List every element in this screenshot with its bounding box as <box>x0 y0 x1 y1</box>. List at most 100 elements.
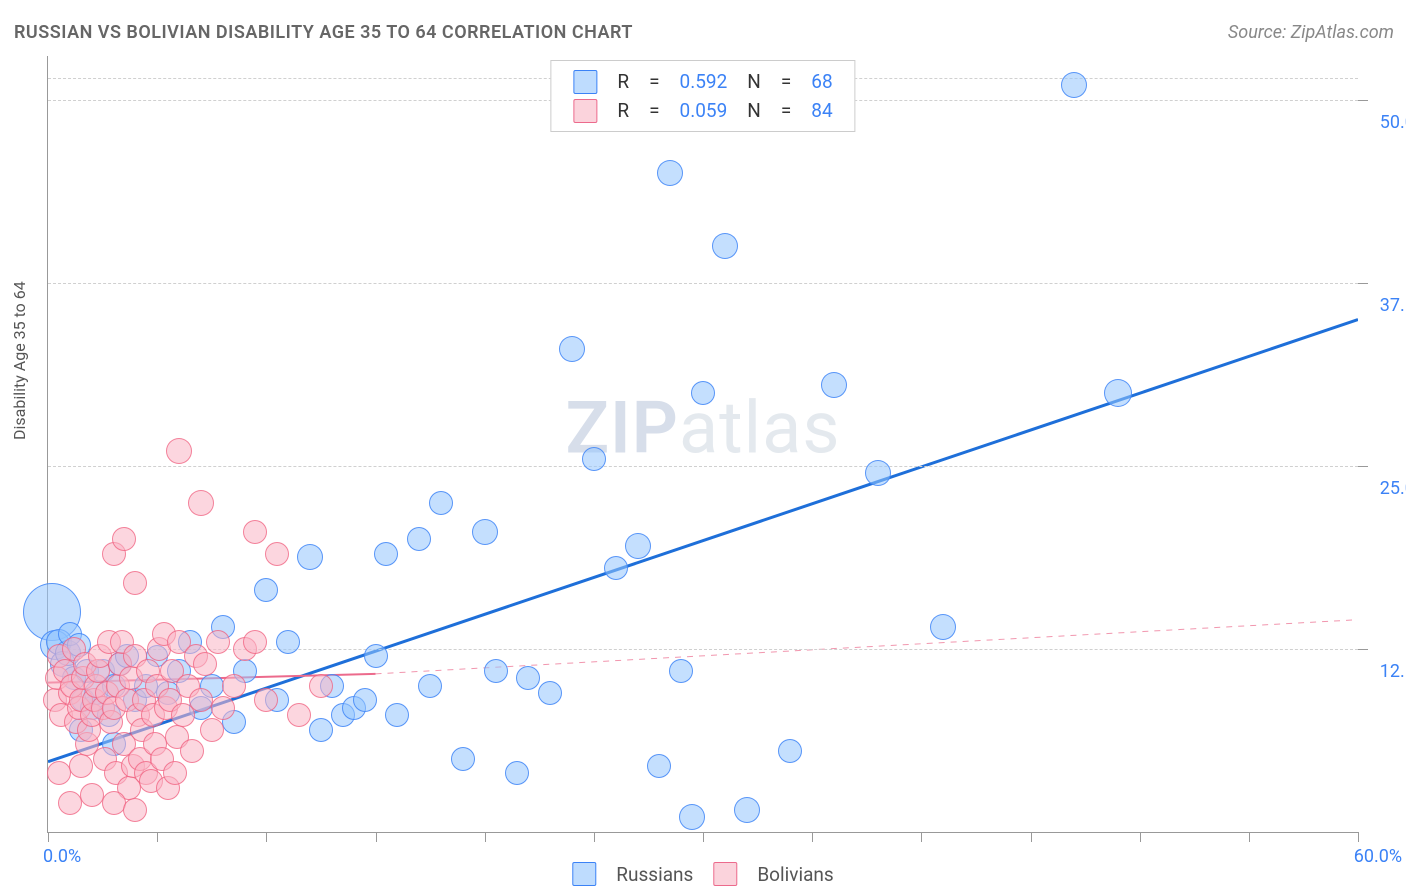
legend-eq: = <box>771 67 801 96</box>
data-point <box>657 160 683 186</box>
data-point <box>374 542 398 566</box>
data-point <box>1061 72 1087 98</box>
data-point <box>123 571 147 595</box>
data-point <box>123 798 147 822</box>
legend-swatch <box>573 99 597 123</box>
data-point <box>778 739 802 763</box>
data-point <box>163 761 187 785</box>
x-tick <box>921 832 922 842</box>
data-point <box>865 460 891 486</box>
data-point <box>58 791 82 815</box>
data-point <box>559 336 585 362</box>
data-point <box>451 747 475 771</box>
x-tick <box>1358 832 1359 842</box>
series-legend: Russians Bolivians <box>562 861 843 886</box>
data-point <box>538 681 562 705</box>
data-point <box>385 703 409 727</box>
x-axis-max-label: 60.0% <box>1354 846 1402 867</box>
data-point <box>734 797 760 823</box>
x-tick <box>812 832 813 842</box>
data-point <box>297 544 323 570</box>
data-point <box>309 718 333 742</box>
data-point <box>265 542 289 566</box>
data-point <box>309 674 333 698</box>
legend-swatch <box>573 70 597 94</box>
y-tick-label: 50.0% <box>1380 112 1406 133</box>
x-axis-min-label: 0.0% <box>43 846 81 867</box>
legend-eq: = <box>639 67 669 96</box>
data-point <box>112 527 136 551</box>
legend-n-value: 84 <box>801 96 842 125</box>
data-point <box>647 754 671 778</box>
legend-r-label: R <box>607 67 639 96</box>
data-point <box>505 761 529 785</box>
data-point <box>353 688 377 712</box>
data-point <box>180 739 204 763</box>
legend-series-label: Bolivians <box>757 863 833 886</box>
x-tick <box>703 832 704 842</box>
legend-r-value: 0.059 <box>670 96 738 125</box>
data-point <box>287 703 311 727</box>
data-point <box>243 520 267 544</box>
data-point <box>222 674 246 698</box>
data-point <box>821 372 847 398</box>
legend-swatch <box>572 862 596 886</box>
data-point <box>582 447 606 471</box>
x-tick <box>157 832 158 842</box>
x-tick <box>48 832 49 842</box>
data-point <box>254 688 278 712</box>
x-tick <box>594 832 595 842</box>
data-point <box>418 674 442 698</box>
y-tick-label: 12.5% <box>1380 661 1406 682</box>
x-tick <box>266 832 267 842</box>
data-point <box>407 527 431 551</box>
legend-eq: = <box>639 96 669 125</box>
data-point <box>47 761 71 785</box>
data-point <box>691 381 715 405</box>
data-point <box>429 491 453 515</box>
data-point <box>930 614 956 640</box>
gridline <box>48 466 1358 467</box>
legend-r-label: R <box>607 96 639 125</box>
x-tick <box>1140 832 1141 842</box>
legend-n-label: N <box>737 96 771 125</box>
legend-row: R=0.592N=68 <box>563 67 842 96</box>
scatter-chart: ZIPatlas 12.5%25.0%37.5%50.0% <box>47 56 1358 833</box>
data-point <box>211 696 235 720</box>
data-point <box>679 804 705 830</box>
x-tick <box>376 832 377 842</box>
data-point <box>712 233 738 259</box>
legend-n-label: N <box>737 67 771 96</box>
legend-eq: = <box>771 96 801 125</box>
chart-title: RUSSIAN VS BOLIVIAN DISABILITY AGE 35 TO… <box>14 22 633 43</box>
legend-n-value: 68 <box>801 67 842 96</box>
data-point <box>604 556 628 580</box>
data-point <box>166 438 192 464</box>
y-axis-label: Disability Age 35 to 64 <box>10 281 29 440</box>
data-point <box>80 783 104 807</box>
data-point <box>364 644 388 668</box>
y-tick-label: 25.0% <box>1380 478 1406 499</box>
legend-r-value: 0.592 <box>670 67 738 96</box>
data-point <box>625 533 651 559</box>
data-point <box>206 630 230 654</box>
x-tick <box>485 832 486 842</box>
data-point <box>102 791 126 815</box>
trend-lines <box>48 56 1358 832</box>
data-point <box>516 666 540 690</box>
data-point <box>243 630 267 654</box>
data-point <box>276 630 300 654</box>
data-point <box>189 688 213 712</box>
x-tick <box>1249 832 1250 842</box>
legend-swatch <box>713 862 737 886</box>
data-point <box>669 659 693 683</box>
legend-series-label: Russians <box>616 863 693 886</box>
source-attribution: Source: ZipAtlas.com <box>1228 22 1394 43</box>
data-point <box>484 659 508 683</box>
gridline <box>48 283 1358 284</box>
data-point <box>188 490 214 516</box>
data-point <box>254 578 278 602</box>
legend-row: R=0.059N=84 <box>563 96 842 125</box>
y-tick-label: 37.5% <box>1380 295 1406 316</box>
data-point <box>1104 379 1132 407</box>
